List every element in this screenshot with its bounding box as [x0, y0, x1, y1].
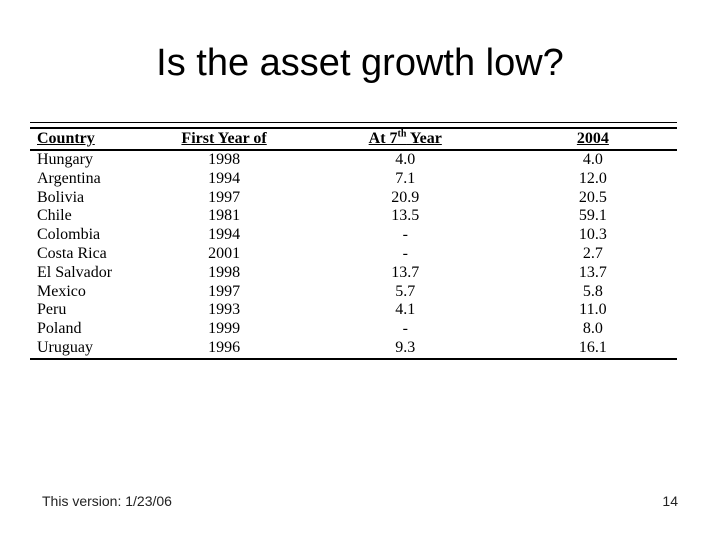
- value-cell: 13.5: [391, 207, 420, 225]
- table-row: Argentina 1994 7.1 12.0: [30, 170, 677, 189]
- country-cell: Colombia: [37, 226, 101, 244]
- table-row: El Salvador 1998 13.7 13.7: [30, 264, 677, 283]
- value-cell: 1994: [208, 169, 241, 187]
- value-cell: 1998: [208, 263, 241, 281]
- table-body: Hungary 1998 4.0 4.0 Argentina 1994 7.1 12.0 Bol…: [30, 150, 677, 359]
- value-cell: 1996: [208, 338, 241, 356]
- column-header-2004: 2004: [508, 128, 677, 151]
- value-cell: -: [402, 244, 408, 262]
- value-cell: 13.7: [391, 263, 420, 281]
- country-cell: Poland: [37, 320, 82, 338]
- country-cell: Peru: [37, 301, 67, 319]
- value-cell: 5.7: [395, 282, 416, 300]
- asset-growth-table: Country First Year of At 7th Year 2004 H…: [30, 122, 677, 360]
- country-cell: Hungary: [37, 151, 93, 168]
- value-cell: -: [402, 320, 408, 338]
- value-cell: 4.0: [582, 151, 603, 168]
- country-cell: El Salvador: [37, 263, 113, 281]
- table-row: Uruguay 1996 9.3 16.1: [30, 339, 677, 359]
- value-cell: 4.1: [395, 301, 416, 319]
- value-cell: 1997: [208, 282, 241, 300]
- column-header-first-year: First Year of: [146, 128, 302, 151]
- table-row: Hungary 1998 4.0 4.0: [30, 150, 677, 170]
- value-cell: 16.1: [578, 338, 607, 356]
- country-cell: Bolivia: [37, 188, 85, 206]
- country-cell: Chile: [37, 207, 72, 225]
- value-cell: 1994: [208, 226, 241, 244]
- value-cell: 13.7: [578, 263, 607, 281]
- country-cell: Argentina: [37, 169, 101, 187]
- table-row: Mexico 1997 5.7 5.8: [30, 283, 677, 302]
- data-table: Country First Year of At 7th Year 2004 H…: [30, 127, 677, 360]
- value-cell: -: [402, 226, 408, 244]
- value-cell: 5.8: [582, 282, 603, 300]
- value-cell: 1997: [208, 188, 241, 206]
- value-cell: 11.0: [579, 301, 607, 319]
- table-row: Peru 1993 4.1 11.0: [30, 301, 677, 320]
- column-header-country: Country: [30, 128, 147, 151]
- value-cell: 20.5: [578, 188, 607, 206]
- table-row: Poland 1999 - 8.0: [30, 320, 677, 339]
- value-cell: 12.0: [578, 169, 607, 187]
- country-cell: Mexico: [37, 282, 86, 300]
- value-cell: 2001: [208, 244, 241, 262]
- table-row: Costa Rica 2001 - 2.7: [30, 245, 677, 264]
- table-row: Chile 1981 13.5 59.1: [30, 207, 677, 226]
- value-cell: 1981: [208, 207, 241, 225]
- value-cell: 1999: [208, 320, 241, 338]
- country-cell: Uruguay: [37, 338, 93, 356]
- column-header-at-7th-year: At 7th Year: [301, 128, 509, 151]
- table-row: Bolivia 1997 20.9 20.5: [30, 189, 677, 208]
- page-number: 14: [662, 493, 678, 509]
- table-header-row: Country First Year of At 7th Year 2004: [30, 128, 677, 151]
- value-cell: 20.9: [391, 188, 420, 206]
- value-cell: 7.1: [395, 169, 416, 187]
- value-cell: 2.7: [582, 244, 603, 262]
- country-cell: Costa Rica: [37, 244, 107, 262]
- slide-title: Is the asset growth low?: [156, 42, 564, 84]
- value-cell: 1998: [208, 151, 241, 168]
- value-cell: 10.3: [578, 226, 607, 244]
- value-cell: 8.0: [582, 320, 603, 338]
- value-cell: 4.0: [395, 151, 416, 168]
- value-cell: 59.1: [578, 207, 607, 225]
- value-cell: 1993: [208, 301, 241, 319]
- value-cell: 9.3: [395, 338, 416, 356]
- table-row: Colombia 1994 - 10.3: [30, 226, 677, 245]
- footer-version-text: This version: 1/23/06: [42, 493, 172, 509]
